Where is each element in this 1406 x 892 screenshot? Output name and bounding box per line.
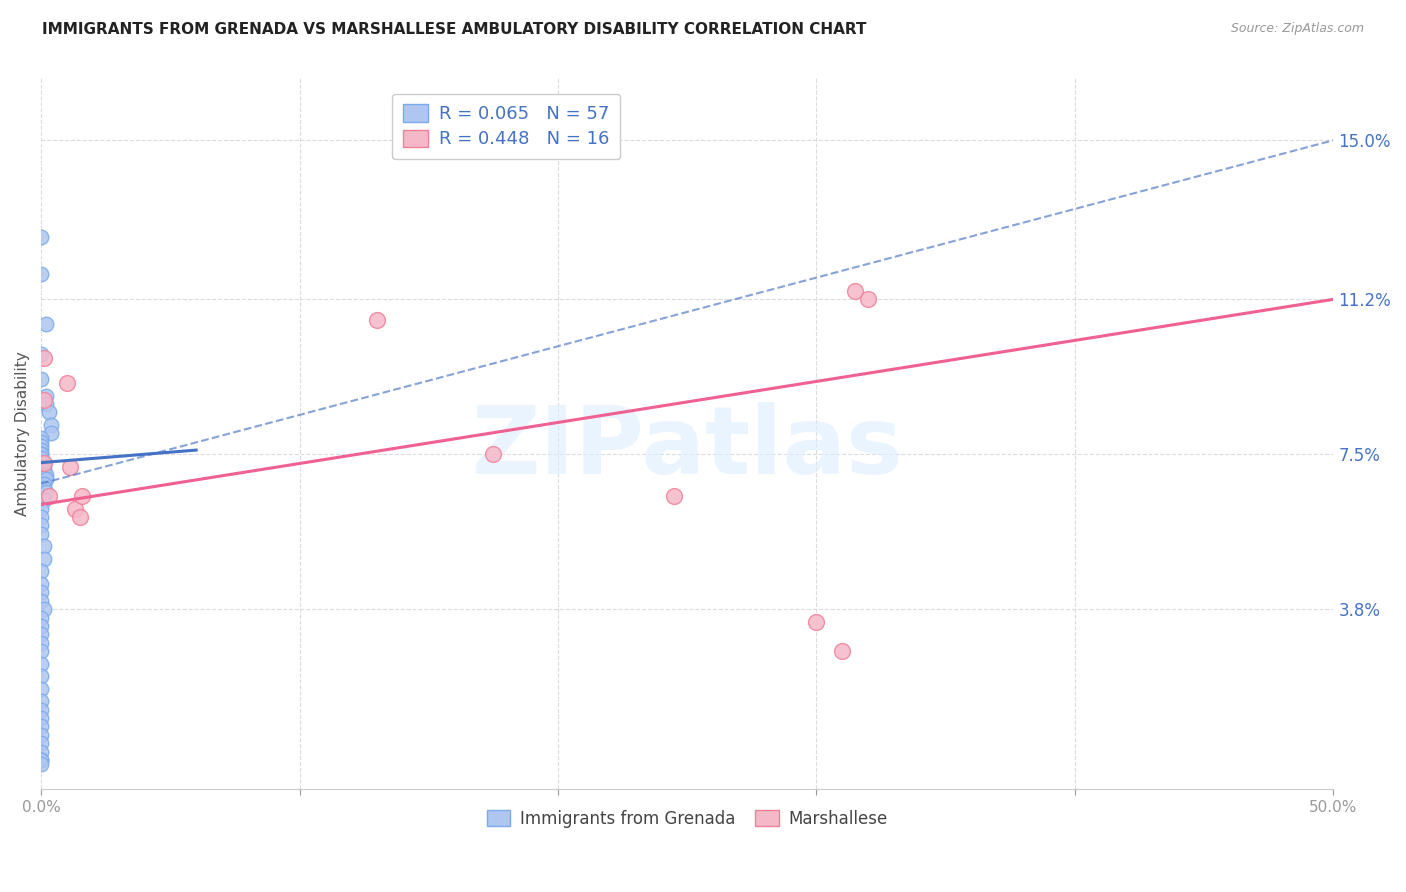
Point [30, 681, 52, 696]
Point [30, 753, 52, 767]
Point [56, 376, 79, 390]
Point [30, 526, 52, 541]
Point [30, 619, 52, 633]
Point [35, 485, 58, 500]
Text: ZIPatlas: ZIPatlas [471, 401, 903, 493]
Point [30, 267, 52, 281]
Point [30, 565, 52, 579]
Point [30, 610, 52, 624]
Point [32, 476, 55, 491]
Point [63, 501, 86, 516]
Point [30, 594, 52, 608]
Text: IMMIGRANTS FROM GRENADA VS MARSHALLESE AMBULATORY DISABILITY CORRELATION CHART: IMMIGRANTS FROM GRENADA VS MARSHALLESE A… [42, 22, 866, 37]
Point [30, 439, 52, 453]
Point [30, 447, 52, 461]
Y-axis label: Ambulatory Disability: Ambulatory Disability [15, 351, 30, 516]
Point [30, 518, 52, 533]
Point [482, 447, 505, 461]
Point [32, 456, 55, 470]
Point [30, 736, 52, 750]
Point [41, 417, 63, 432]
Point [32, 468, 55, 483]
Point [30, 711, 52, 725]
Point [35, 318, 58, 332]
Point [32, 552, 55, 566]
Point [831, 644, 853, 658]
Point [32, 464, 55, 478]
Point [30, 510, 52, 524]
Point [32, 351, 55, 365]
Point [32, 392, 55, 407]
Point [30, 372, 52, 386]
Point [30, 501, 52, 516]
Point [30, 577, 52, 591]
Point [32, 540, 55, 554]
Point [30, 229, 52, 244]
Point [72, 489, 94, 503]
Point [30, 745, 52, 759]
Point [366, 313, 388, 327]
Point [844, 284, 866, 298]
Text: Source: ZipAtlas.com: Source: ZipAtlas.com [1230, 22, 1364, 36]
Point [30, 627, 52, 641]
Point [30, 434, 52, 449]
Point [35, 389, 58, 403]
Point [32, 481, 55, 495]
Point [806, 615, 828, 629]
Point [30, 757, 52, 772]
Point [664, 489, 686, 503]
Point [32, 493, 55, 508]
Point [30, 657, 52, 671]
Point [41, 426, 63, 441]
Point [30, 669, 52, 683]
Point [30, 430, 52, 444]
Point [30, 635, 52, 649]
Point [38, 489, 60, 503]
Point [30, 728, 52, 742]
Point [69, 510, 91, 524]
Point [30, 443, 52, 458]
Point [856, 293, 879, 307]
Point [30, 347, 52, 361]
Point [30, 585, 52, 599]
Point [30, 694, 52, 708]
Point [35, 468, 58, 483]
Point [30, 719, 52, 733]
Point [32, 456, 55, 470]
Point [30, 456, 52, 470]
Point [30, 644, 52, 658]
Point [35, 472, 58, 486]
Point [30, 703, 52, 717]
Point [30, 447, 52, 461]
Point [32, 459, 55, 474]
Point [30, 753, 52, 767]
Point [35, 397, 58, 411]
Point [38, 405, 60, 419]
Point [58, 459, 80, 474]
Point [30, 451, 52, 466]
Point [32, 602, 55, 616]
Legend: Immigrants from Grenada, Marshallese: Immigrants from Grenada, Marshallese [479, 803, 894, 834]
